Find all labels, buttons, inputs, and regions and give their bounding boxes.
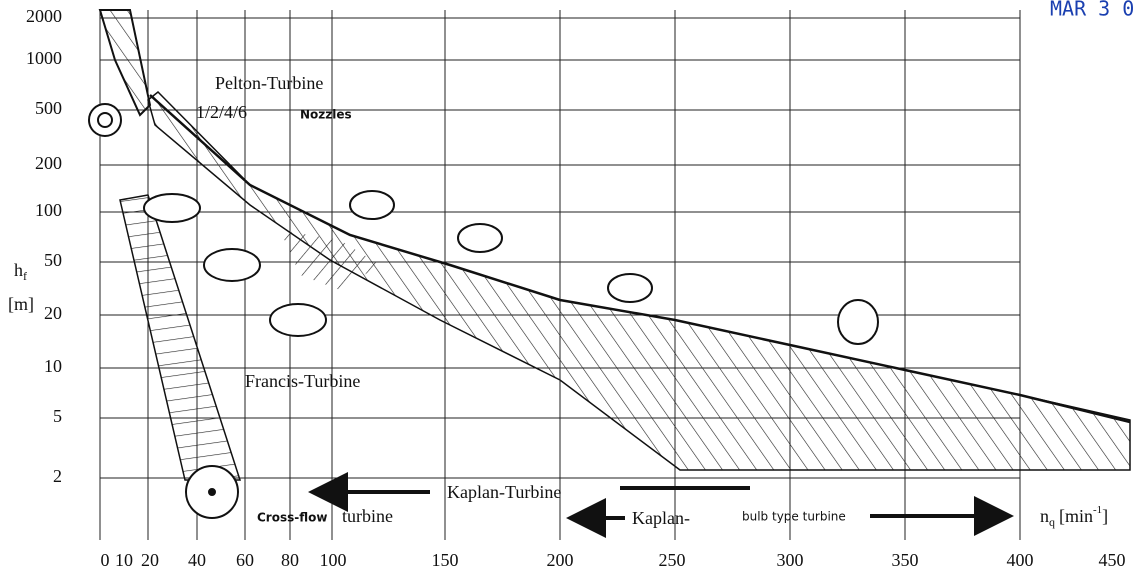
pelton-region — [100, 10, 150, 115]
y-tick-label: 50 — [44, 250, 62, 270]
pelton-label: Pelton-Turbine — [215, 73, 323, 93]
y-tick-label: 500 — [35, 98, 62, 118]
bulb-word: bulb type turbine — [742, 510, 846, 524]
y-tick-label: 2 — [53, 466, 62, 486]
x-tick-label: 60 — [236, 550, 254, 570]
crossflow-region — [120, 195, 240, 480]
x-tick-label: 20 — [141, 550, 159, 570]
y-tick-label: 20 — [44, 303, 62, 323]
nozzles-label: 1/2/4/6 — [196, 102, 247, 122]
bulb-label: Kaplan- — [632, 508, 690, 528]
nozzles-word: Nozzles — [300, 108, 352, 122]
y-tick-label: 100 — [35, 200, 62, 220]
y-tick-label: 2000 — [26, 6, 62, 26]
francis-label: Francis-Turbine — [245, 371, 360, 391]
x-tick-label: 450 — [1099, 550, 1126, 570]
kaplan-label: Kaplan-Turbine — [447, 482, 561, 502]
x-tick-label: 400 — [1007, 550, 1034, 570]
x-tick-label: 300 — [777, 550, 804, 570]
y-tick-label: 200 — [35, 153, 62, 173]
y-tick-label: 5 — [53, 406, 62, 426]
y-tick-label: 1000 — [26, 48, 62, 68]
x-tick-label: 80 — [281, 550, 299, 570]
x-tick-label: 250 — [659, 550, 686, 570]
x-tick-label: 10 — [115, 550, 133, 570]
y-axis-label: hf — [14, 260, 27, 283]
x-tick-label: 350 — [892, 550, 919, 570]
crossflow-word: turbine — [342, 506, 393, 526]
x-tick-label: 0 — [101, 550, 110, 570]
turbine-chart: MAR 3 0 20 Pelton-Turbine 1/2/4/6 Nozzle… — [0, 0, 1139, 580]
x-tick-label: 40 — [188, 550, 206, 570]
y-axis-unit: [m] — [8, 294, 34, 314]
stamp: MAR 3 0 20 — [1050, 0, 1139, 21]
y-tick-label: 10 — [44, 356, 62, 376]
crossflow-label: Cross-flow — [257, 511, 327, 525]
x-tick-label: 100 — [320, 550, 347, 570]
x-axis-unit: nq[min-1] — [1040, 504, 1108, 529]
x-tick-label: 200 — [547, 550, 574, 570]
x-tick-label: 150 — [432, 550, 459, 570]
